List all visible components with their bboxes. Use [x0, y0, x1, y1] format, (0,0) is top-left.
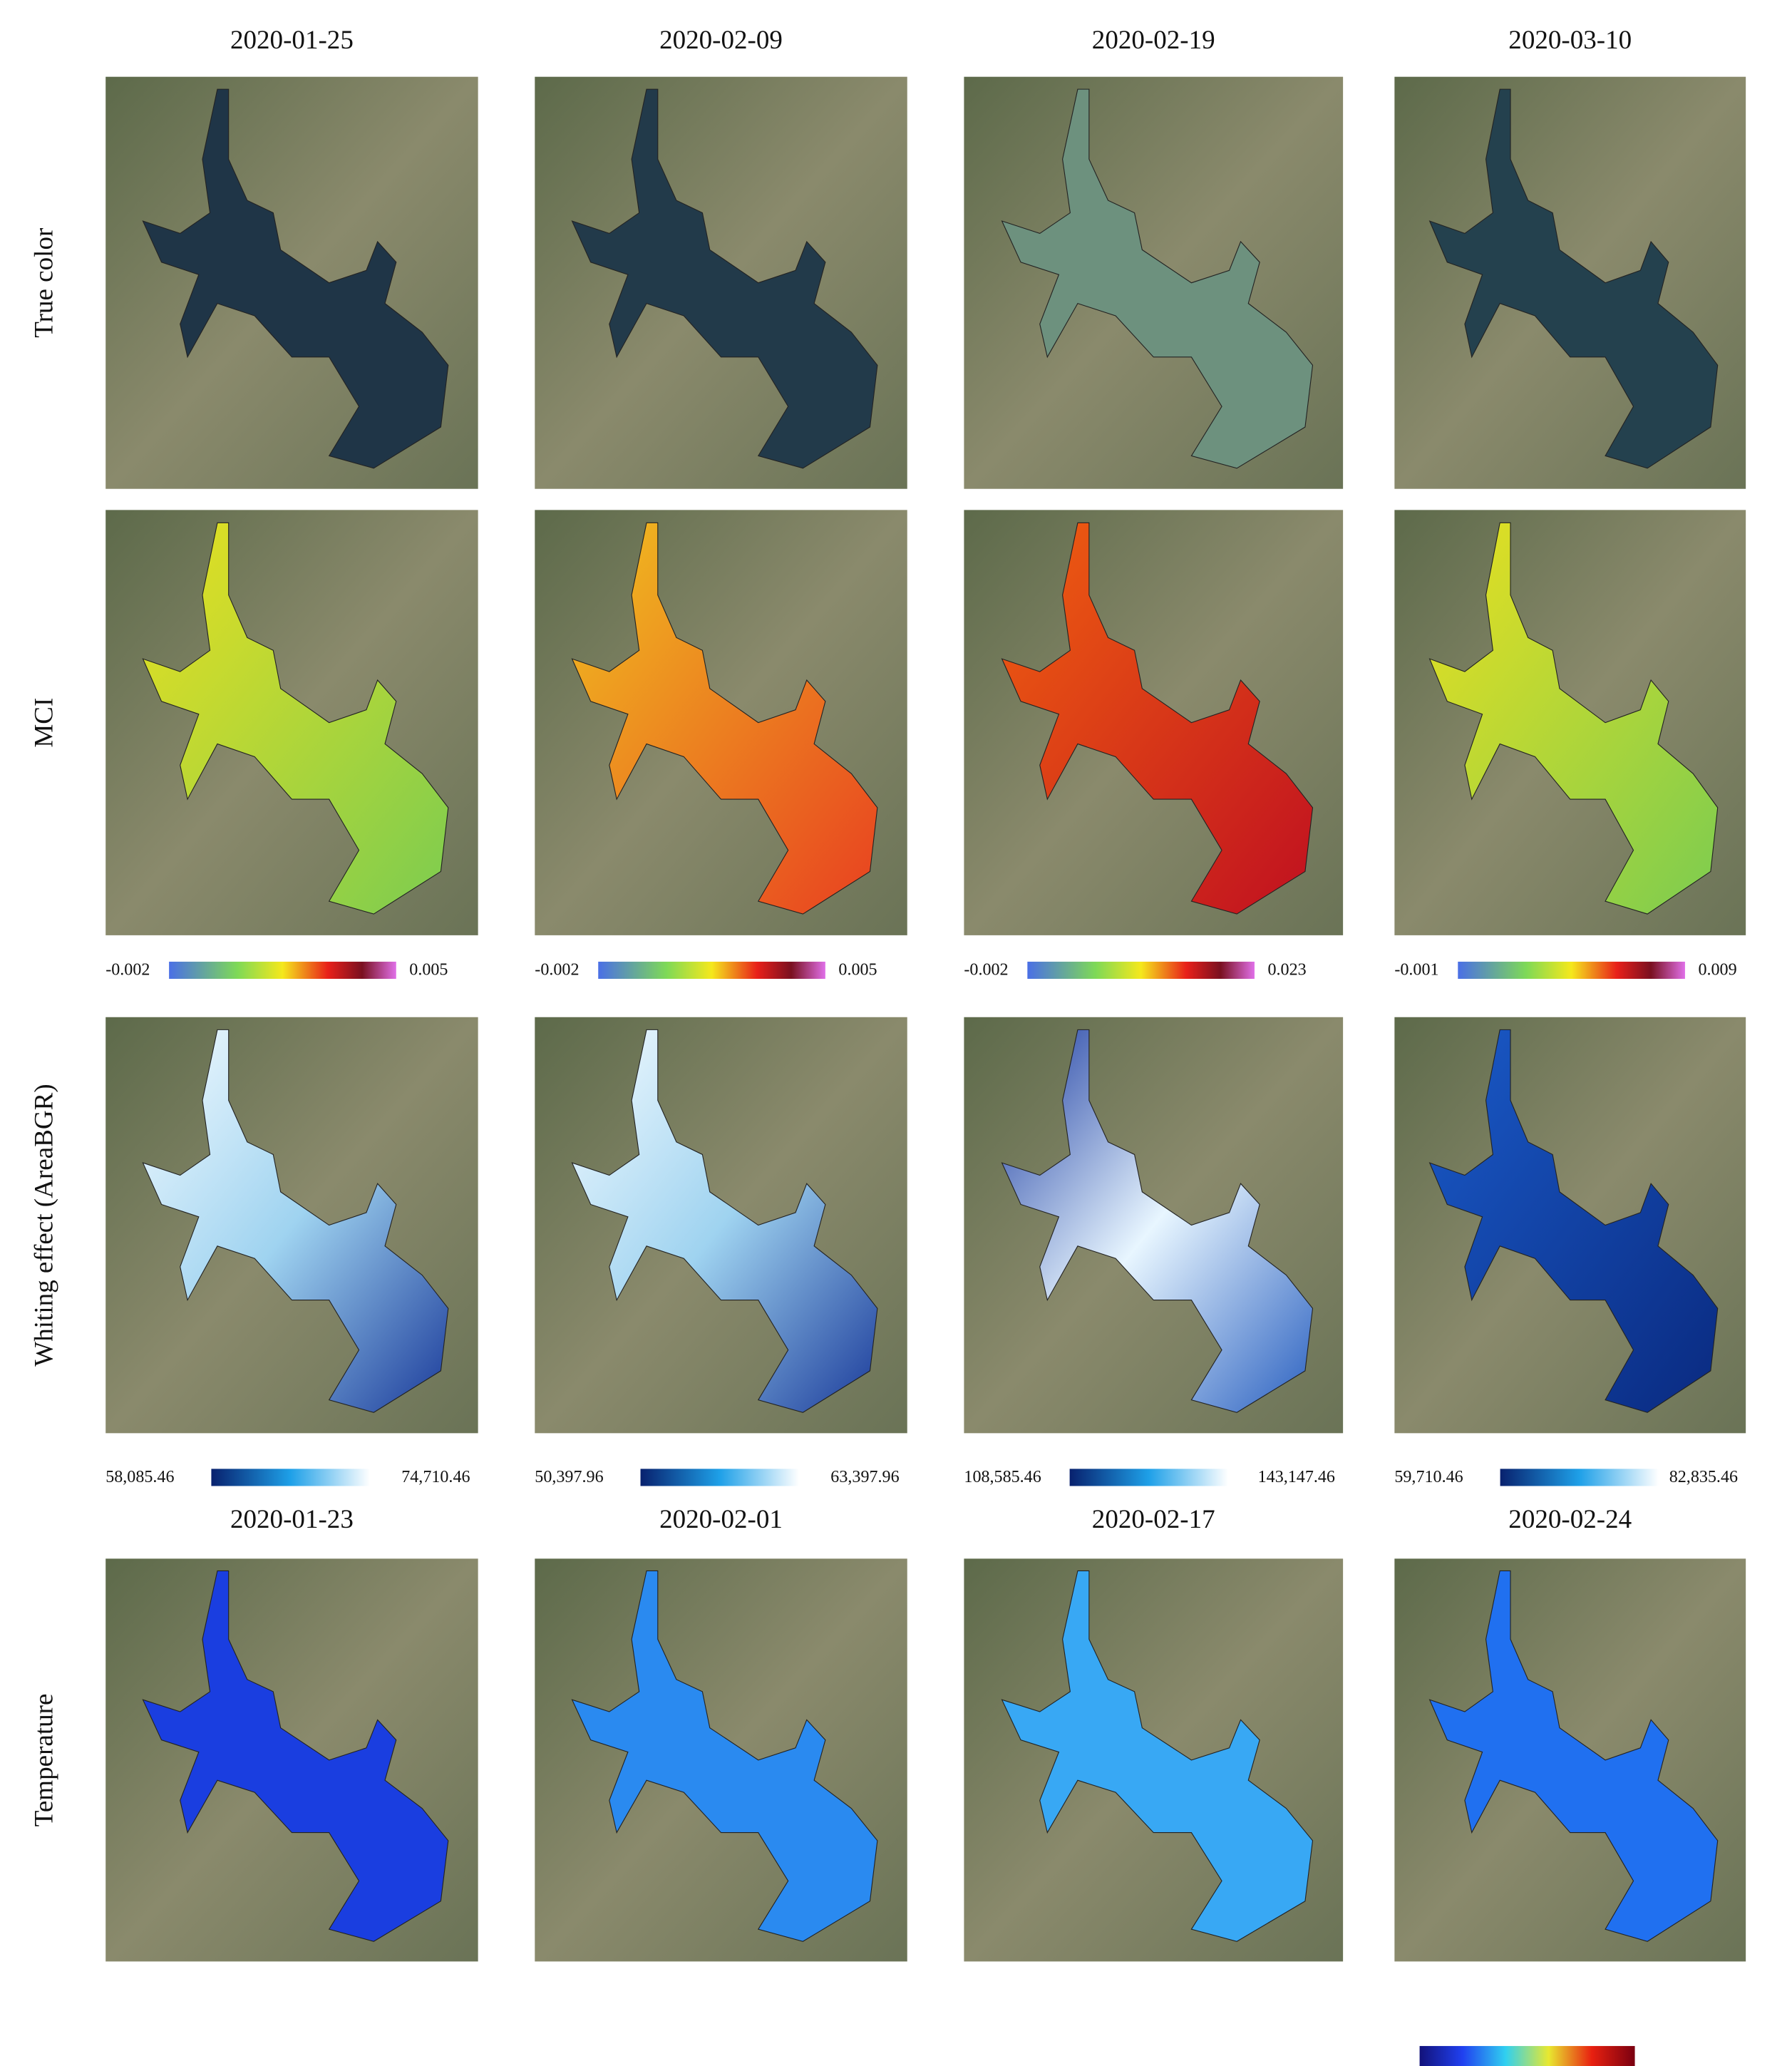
whiting-colorbar [640, 1469, 799, 1486]
mci-min: -0.001 [1394, 960, 1438, 979]
mci-min: -0.002 [964, 960, 1008, 979]
reservoir [1428, 88, 1719, 469]
whiting-min: 58,085.46 [105, 1468, 174, 1486]
mci-colorbar [169, 961, 396, 980]
reservoir [571, 88, 878, 469]
whiting-colorbar [211, 1469, 370, 1486]
whiting-max: 63,397.96 [830, 1468, 899, 1486]
mci-max: 0.023 [1268, 960, 1307, 979]
whiting-colorbar [1069, 1469, 1228, 1486]
row-label: MCI [29, 698, 58, 748]
mci-min: -0.002 [535, 960, 579, 979]
whiting-min: 108,585.46 [964, 1468, 1041, 1486]
row-label: True color [29, 227, 58, 338]
mci-colorbar [1458, 961, 1685, 980]
whiting-max: 143,147.46 [1258, 1468, 1335, 1486]
reservoir [1001, 1029, 1314, 1413]
reservoir [142, 1029, 449, 1413]
row-label: Whiting effect (AreaBGR) [29, 1084, 58, 1366]
reservoir [142, 1570, 449, 1942]
reservoir [1001, 88, 1314, 469]
whiting-max: 74,710.46 [401, 1468, 470, 1486]
date-label: 2020-02-09 [659, 26, 783, 55]
mci-max: 0.005 [409, 960, 448, 979]
mci-max: 0.009 [1698, 960, 1736, 979]
whiting-min: 50,397.96 [535, 1468, 603, 1486]
reservoir [1001, 522, 1314, 915]
mci-min: -0.002 [105, 960, 150, 979]
date-label: 2020-02-24 [1508, 1505, 1632, 1534]
reservoir [571, 1570, 878, 1942]
date-label: 2020-02-01 [659, 1505, 783, 1534]
temperature-colorbar [1419, 2045, 1635, 2066]
reservoir [1428, 1570, 1719, 1942]
whiting-colorbar [1500, 1469, 1659, 1486]
reservoir [142, 522, 449, 915]
date-label: 2020-02-19 [1092, 26, 1215, 55]
reservoir [571, 1029, 878, 1413]
reservoir [571, 522, 878, 915]
reservoir [1001, 1570, 1314, 1942]
date-label: 2020-01-25 [230, 26, 354, 55]
reservoir [1428, 1029, 1719, 1413]
date-label: 2020-03-10 [1508, 26, 1632, 55]
reservoir [1428, 522, 1719, 915]
mci-colorbar [1027, 961, 1255, 980]
date-label: 2020-01-23 [230, 1505, 354, 1534]
mci-colorbar [598, 961, 825, 980]
row-label: Temperature [29, 1694, 58, 1827]
date-label: 2020-02-17 [1092, 1505, 1215, 1534]
reservoir [142, 88, 449, 469]
mci-max: 0.005 [838, 960, 877, 979]
whiting-max: 82,835.46 [1669, 1468, 1738, 1486]
whiting-min: 59,710.46 [1394, 1468, 1463, 1486]
